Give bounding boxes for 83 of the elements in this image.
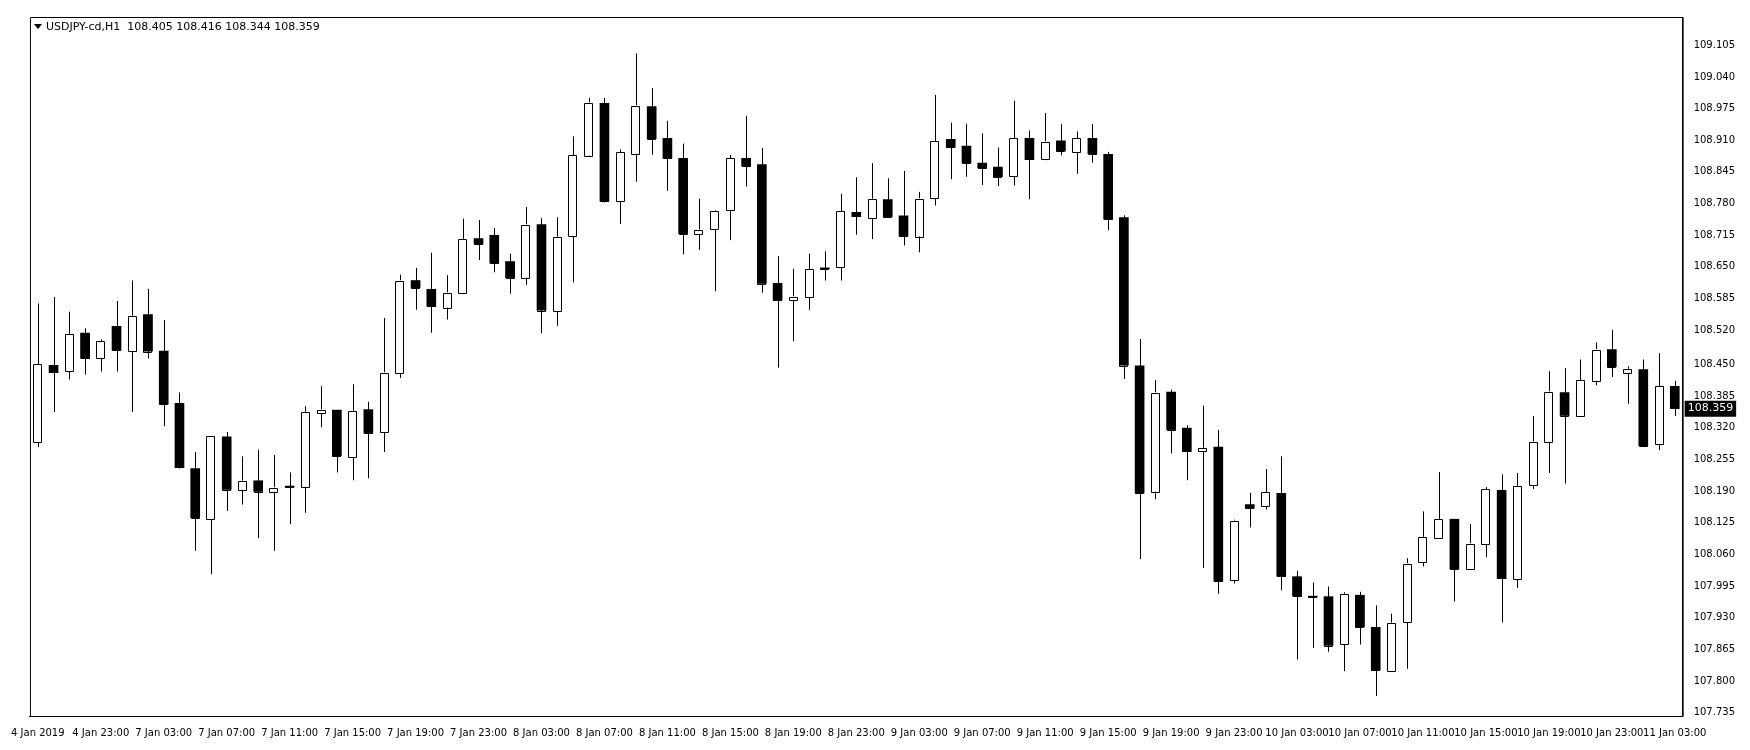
x-tick-label: 10 Jan 03:00 bbox=[1265, 726, 1329, 738]
x-tick-label: 7 Jan 07:00 bbox=[198, 726, 256, 738]
y-tick-label: 108.255 bbox=[1693, 452, 1736, 464]
x-tick-label: 4 Jan 23:00 bbox=[72, 726, 130, 738]
y-tick-label: 108.910 bbox=[1693, 133, 1736, 145]
y-tick-label: 108.975 bbox=[1693, 102, 1736, 114]
candlestick bbox=[284, 471, 295, 525]
candlestick bbox=[1197, 405, 1208, 569]
x-tick-label: 8 Jan 11:00 bbox=[638, 726, 696, 738]
y-tick-label: 108.190 bbox=[1693, 484, 1736, 496]
text: 108.359 bbox=[1687, 401, 1734, 415]
y-tick-label: 108.385 bbox=[1693, 389, 1736, 401]
y-tick-label: 107.865 bbox=[1693, 642, 1736, 654]
x-tick-label: 9 Jan 19:00 bbox=[1142, 726, 1200, 738]
y-tick-label: 108.715 bbox=[1693, 228, 1736, 240]
candlestick bbox=[977, 132, 988, 186]
x-tick-label: 8 Jan 07:00 bbox=[575, 726, 633, 738]
y-tick-label: 107.930 bbox=[1693, 611, 1736, 623]
candlestick bbox=[882, 177, 893, 218]
candlestick bbox=[426, 252, 437, 334]
y-tick-label: 108.845 bbox=[1693, 165, 1736, 177]
y-tick-label: 108.520 bbox=[1693, 323, 1736, 335]
x-tick-label: 9 Jan 15:00 bbox=[1079, 726, 1137, 738]
candlestick bbox=[95, 338, 106, 373]
candlestick bbox=[851, 176, 862, 236]
candlestick bbox=[1307, 582, 1318, 649]
x-tick-label: 4 Jan 2019 bbox=[11, 726, 65, 738]
candlestick bbox=[48, 296, 59, 413]
candlestick bbox=[1622, 365, 1633, 405]
x-tick-label: 8 Jan 03:00 bbox=[513, 726, 570, 738]
candlestick bbox=[473, 219, 484, 261]
chart-title: USDJPY-cd,H1 108.405 108.416 108.344 108.359 bbox=[45, 20, 320, 33]
candlestick bbox=[1292, 570, 1302, 660]
x-tick-label: 8 Jan 15:00 bbox=[701, 726, 759, 738]
candlestick bbox=[1071, 130, 1082, 175]
candlestick bbox=[1087, 123, 1098, 164]
x-tick-label: 9 Jan 11:00 bbox=[1016, 726, 1074, 738]
x-tick-label: 10 Jan 15:00 bbox=[1454, 726, 1518, 738]
x-tick-label: 7 Jan 23:00 bbox=[450, 726, 508, 738]
candlestick bbox=[694, 198, 704, 251]
x-tick-label: 8 Jan 19:00 bbox=[764, 726, 822, 738]
x-tick-label: 10 Jan 07:00 bbox=[1328, 726, 1392, 738]
candlestick bbox=[945, 122, 956, 180]
y-tick-label: 108.125 bbox=[1693, 516, 1736, 528]
y-tick-label: 107.800 bbox=[1693, 674, 1736, 686]
candlestick bbox=[867, 162, 877, 240]
y-tick-label: 108.585 bbox=[1693, 292, 1736, 304]
x-tick-label: 10 Jan 11:00 bbox=[1391, 726, 1455, 738]
candlestick bbox=[1433, 471, 1444, 539]
x-tick-label: 11 Jan 03:00 bbox=[1643, 726, 1707, 738]
candlestick bbox=[1040, 112, 1051, 161]
y-tick-label: 108.650 bbox=[1693, 260, 1736, 272]
y-tick-label: 108.060 bbox=[1693, 547, 1736, 559]
x-tick-label: 10 Jan 23:00 bbox=[1580, 726, 1644, 738]
candlestick bbox=[1056, 123, 1066, 156]
candlestick bbox=[1024, 130, 1035, 200]
candlestick bbox=[709, 209, 720, 292]
x-tick-label: 9 Jan 23:00 bbox=[1205, 726, 1263, 738]
x-tick-label: 7 Jan 11:00 bbox=[261, 726, 319, 738]
candlestick bbox=[662, 120, 673, 192]
x-tick-label: 7 Jan 19:00 bbox=[387, 726, 445, 738]
candlestick bbox=[741, 115, 751, 188]
candlestick bbox=[898, 170, 909, 246]
x-tick-label: 7 Jan 03:00 bbox=[135, 726, 193, 738]
candlestick bbox=[410, 267, 421, 311]
candlestick bbox=[993, 147, 1003, 187]
y-tick-label: 107.995 bbox=[1693, 579, 1736, 591]
y-tick-label: 109.105 bbox=[1693, 38, 1736, 50]
candlestick bbox=[1606, 329, 1617, 378]
candlestick bbox=[1244, 492, 1255, 528]
candlestick bbox=[819, 250, 830, 282]
y-tick-label: 109.040 bbox=[1693, 70, 1736, 82]
y-tick-label: 108.320 bbox=[1693, 421, 1736, 433]
x-tick-label: 9 Jan 07:00 bbox=[953, 726, 1011, 738]
candlestick bbox=[772, 255, 783, 369]
y-tick-label: 108.450 bbox=[1693, 357, 1736, 369]
y-tick-label: 107.735 bbox=[1693, 706, 1736, 718]
x-tick-label: 7 Jan 15:00 bbox=[324, 726, 382, 738]
candlestick bbox=[1260, 468, 1271, 510]
y-tick-label: 108.780 bbox=[1693, 197, 1736, 209]
x-tick-label: 8 Jan 23:00 bbox=[827, 726, 885, 738]
x-tick-label: 9 Jan 03:00 bbox=[890, 726, 948, 738]
x-tick-label: 10 Jan 19:00 bbox=[1517, 726, 1581, 738]
